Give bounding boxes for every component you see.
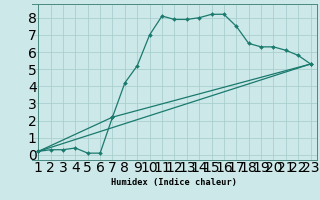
X-axis label: Humidex (Indice chaleur): Humidex (Indice chaleur) [111, 178, 237, 187]
